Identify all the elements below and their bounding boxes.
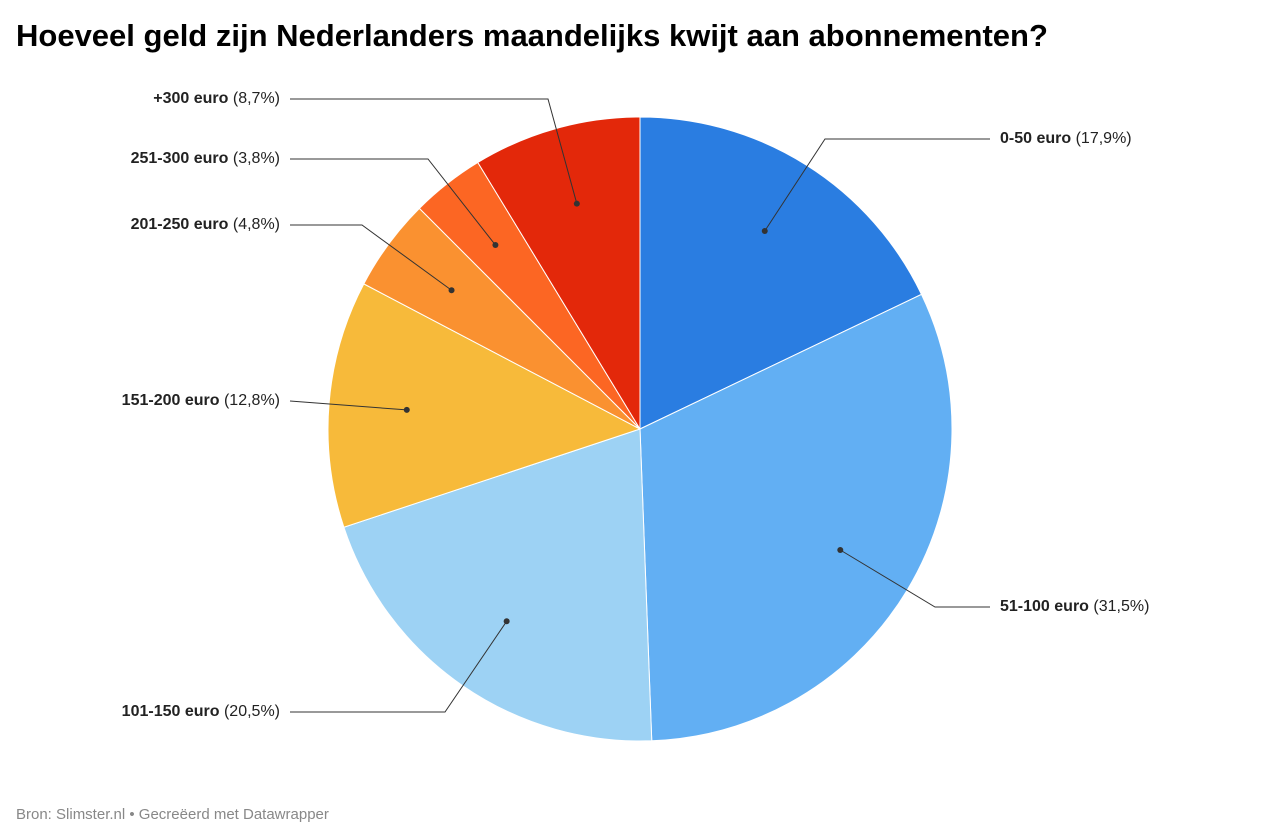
category-name: 201-250 euro (131, 216, 229, 233)
leader-line (290, 224, 452, 291)
category-name: +300 euro (153, 90, 228, 107)
slice-label: 101-150 euro (20,5%) (122, 703, 280, 720)
value-label: (4,8%) (233, 216, 280, 233)
value-label: (17,9%) (1076, 130, 1132, 147)
chart-title: Hoeveel geld zijn Nederlanders maandelij… (16, 18, 1048, 53)
leader-line (290, 158, 496, 246)
labels: 0-50 euro (17,9%) 51-100 euro (31,5%) 101-… (122, 90, 1150, 720)
leader-dot (573, 200, 580, 207)
leader-dot (403, 406, 410, 413)
slice-label: 151-200 euro (12,8%) (122, 392, 280, 409)
leader-dot (503, 618, 510, 625)
value-label: (3,8%) (233, 150, 280, 167)
category-name: 51-100 euro (1000, 598, 1089, 615)
leader-dot (492, 242, 499, 249)
value-label: (20,5%) (224, 703, 280, 720)
slice-label: 251-300 euro (3,8%) (131, 150, 280, 167)
value-label: (8,7%) (233, 90, 280, 107)
value-label: (31,5%) (1093, 598, 1149, 615)
slice-label: 51-100 euro (31,5%) (1000, 598, 1149, 615)
source: Bron: Slimster.nl • Gecreëerd met Datawr… (16, 806, 329, 823)
leader-dot (837, 547, 844, 554)
pie-slice (639, 116, 923, 430)
category-name: 251-300 euro (131, 150, 229, 167)
leader-line (290, 98, 578, 204)
leader-line (764, 138, 990, 232)
category-name: 0-50 euro (1000, 130, 1071, 147)
leader-line (289, 400, 407, 411)
slice-label: +300 euro (8,7%) (153, 90, 280, 107)
slice-label: 0-50 euro (17,9%) (1000, 130, 1132, 147)
category-name: 151-200 euro (122, 392, 220, 409)
pie-slice (343, 428, 653, 742)
slice-label: 201-250 euro (4,8%) (131, 216, 280, 233)
leader-line (840, 549, 990, 608)
leader-line (290, 621, 508, 713)
pie (327, 116, 953, 742)
leader-dot (448, 287, 455, 294)
value-label: (12,8%) (224, 392, 280, 409)
leader-dot (761, 228, 768, 235)
category-name: 101-150 euro (122, 703, 220, 720)
